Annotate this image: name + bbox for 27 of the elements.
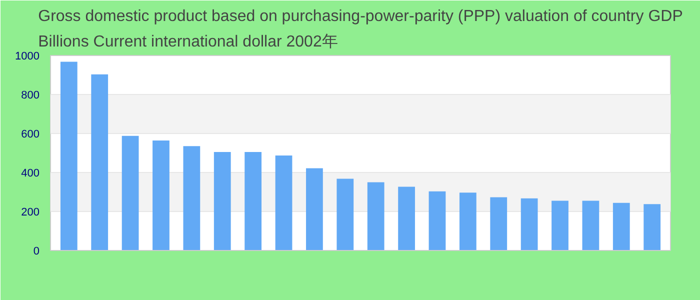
bar	[428, 191, 446, 250]
bar	[152, 140, 170, 250]
bar	[214, 152, 231, 250]
bar	[183, 146, 200, 250]
y-tick-label: 400	[21, 168, 40, 180]
bar	[582, 200, 600, 250]
chart-title: Gross domestic product based on purchasing-power-parity (PPP) valuation of country GDP Billions Current international dollar 2002年	[38, 8, 683, 50]
bar	[244, 152, 262, 250]
bar	[612, 202, 630, 250]
y-tick-label: 0	[33, 246, 40, 258]
y-tick-label: 200	[21, 206, 40, 218]
y-tick-label: 1000	[15, 50, 40, 62]
bar	[459, 192, 476, 250]
bar	[336, 178, 354, 250]
bar	[552, 200, 568, 250]
bar	[122, 136, 139, 250]
bar	[367, 182, 384, 250]
bar	[490, 197, 508, 250]
bar	[60, 62, 78, 250]
bar	[398, 186, 415, 250]
bar	[644, 204, 661, 250]
bar	[91, 74, 108, 250]
bar	[306, 168, 323, 250]
bar	[520, 198, 538, 250]
y-tick-label: 800	[21, 90, 40, 102]
bar	[275, 156, 292, 250]
y-tick-label: 600	[21, 128, 40, 140]
